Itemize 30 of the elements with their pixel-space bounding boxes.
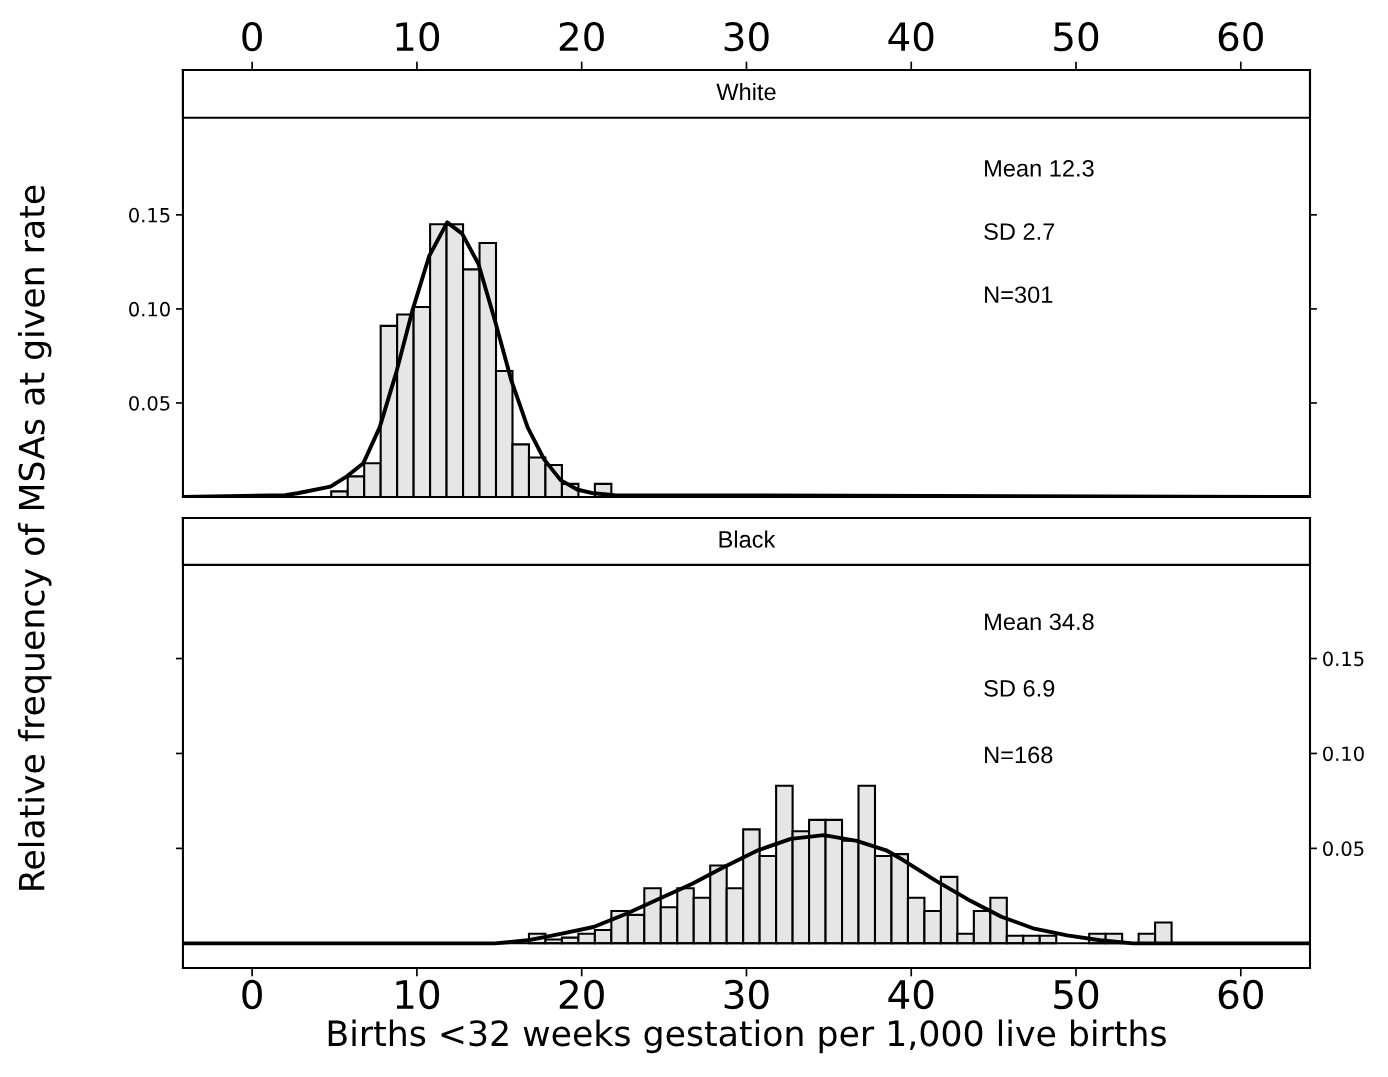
chart-title: Black — [719, 530, 776, 548]
annotation: N=301 — [985, 286, 1053, 304]
x-tick-label: 0 — [242, 979, 262, 1010]
y-axis-title: Relative frequency of MSAs at given rate — [17, 185, 52, 890]
y-tick-label: 0.10 — [1323, 746, 1364, 762]
x-axis-title: Births <32 weeks gestation per 1,000 live births — [328, 1019, 1166, 1054]
x-tick-label: 30 — [724, 21, 769, 52]
annotation: Mean 12.3 — [985, 159, 1094, 177]
annotation: SD 6.9 — [984, 679, 1055, 697]
x-tick-label: 50 — [1054, 979, 1099, 1010]
x-tick-label: 10 — [396, 21, 440, 52]
y-tick-label: 0.15 — [129, 207, 170, 223]
x-tick-label: 20 — [559, 21, 604, 52]
x-tick-label: 20 — [559, 979, 604, 1010]
x-tick-label: 0 — [242, 21, 262, 52]
x-tick-label: 40 — [888, 21, 934, 52]
y-tick-label: 0.15 — [1323, 651, 1364, 667]
chart-title: White — [716, 82, 776, 101]
x-tick-label: 60 — [1218, 21, 1263, 52]
y-tick-label: 0.05 — [1323, 841, 1364, 857]
y-tick-label: 0.10 — [129, 301, 170, 317]
x-tick-label: 60 — [1218, 979, 1263, 1010]
x-tick-label: 10 — [396, 979, 440, 1010]
annotation: SD 2.7 — [984, 223, 1055, 240]
x-tick-label: 40 — [888, 979, 934, 1010]
annotation: Mean 34.8 — [985, 613, 1094, 631]
x-tick-label: 50 — [1054, 21, 1099, 52]
annotation: N=168 — [985, 746, 1053, 764]
x-tick-label: 30 — [724, 979, 769, 1010]
y-tick-label: 0.05 — [129, 395, 170, 411]
